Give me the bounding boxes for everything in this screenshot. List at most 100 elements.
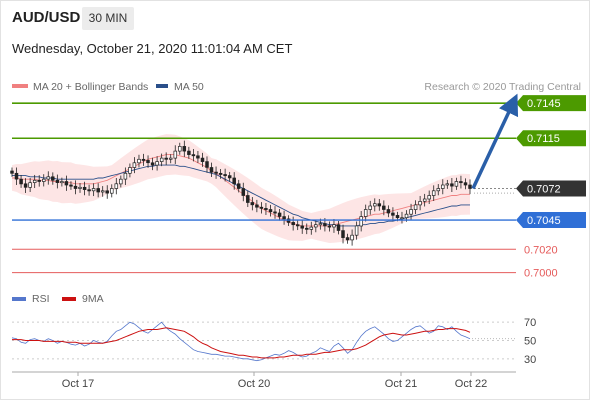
candle-body [345, 237, 350, 241]
candle-body [441, 184, 445, 189]
candle-body [119, 178, 123, 185]
candle-body [354, 225, 359, 236]
candle-body [51, 176, 55, 181]
candle-body [132, 162, 137, 168]
candle-body [69, 184, 73, 187]
candle-body [46, 176, 51, 180]
candle-body [445, 183, 450, 186]
candle-body [223, 174, 227, 177]
legend-rsi-ma-swatch [62, 297, 76, 301]
legend-rsi-label: RSI [32, 293, 50, 305]
candle-body [282, 216, 286, 220]
candle-body [214, 171, 218, 174]
candle-body [273, 211, 277, 214]
candle-body [382, 205, 386, 210]
level-badge [516, 180, 586, 197]
candle-body [431, 190, 436, 196]
candle-body [318, 223, 323, 226]
candle-body [373, 203, 377, 207]
rsi-tick-label: 70 [524, 317, 536, 329]
candle-body [422, 198, 427, 202]
legend-bollinger-swatch [12, 84, 28, 88]
candle-body [450, 183, 454, 187]
legend-rsi-ma-label: 9MA [82, 293, 104, 305]
legend-ma50-swatch [156, 84, 168, 88]
candle-body [427, 195, 431, 200]
candle-body [14, 172, 19, 180]
level-badge [516, 130, 586, 147]
ma20-line [12, 154, 470, 227]
level-label: 0.7020 [524, 244, 558, 256]
candle-body [268, 209, 273, 213]
chart-timestamp: Wednesday, October 21, 2020 11:01:04 AM … [12, 41, 293, 56]
candle-body [73, 185, 78, 189]
candle-body [173, 150, 178, 159]
candle-body [209, 167, 214, 173]
candle-body [413, 204, 418, 210]
candle-body [391, 212, 395, 216]
candle-body [323, 223, 327, 227]
legend-rsi-swatch [12, 297, 26, 301]
candle-body [23, 183, 28, 188]
candle-body [255, 204, 259, 208]
candle-body [295, 224, 300, 227]
bollinger-band-fill [12, 134, 470, 243]
candle-body [463, 182, 468, 186]
candle-body [305, 227, 309, 230]
candle-body [123, 172, 128, 180]
candle-body [19, 178, 23, 185]
candle-body [409, 209, 413, 215]
candle-body [100, 190, 105, 193]
candle-body [309, 226, 314, 230]
candle-body [191, 154, 196, 157]
candle-body [82, 186, 87, 190]
candle-body [114, 183, 119, 189]
candle-body [87, 189, 91, 192]
ma50-line [12, 164, 470, 227]
candle-body [332, 224, 336, 228]
candle-body [196, 155, 200, 159]
candle-body [182, 146, 187, 152]
candle-body [404, 213, 409, 219]
candle-body [436, 188, 441, 192]
symbol-title: AUD/USD [12, 9, 81, 26]
candle-body [386, 209, 391, 214]
candle-body [314, 224, 318, 228]
level-badge [516, 212, 586, 229]
candle-body [250, 202, 255, 206]
candle-body [64, 181, 69, 186]
level-label: 0.7115 [527, 133, 560, 145]
candle-body [128, 167, 132, 174]
candle-body [91, 188, 96, 192]
candle-body [141, 158, 146, 161]
timeframe-badge[interactable]: 30 MIN [82, 7, 134, 30]
candle-body [259, 206, 264, 209]
candle-body [468, 184, 472, 189]
candle-body [232, 177, 236, 185]
candle-body [341, 230, 345, 238]
candle-body [32, 179, 37, 183]
candle-body [277, 212, 282, 217]
candle-body [164, 157, 168, 160]
candle-body [395, 215, 400, 219]
rsi-panel: 70 50 30 [11, 317, 536, 366]
legend-bollinger-label: MA 20 + Bollinger Bands [33, 81, 148, 93]
x-tick-label: Oct 22 [455, 378, 487, 390]
levels-layer: 0.7145 0.7115 0.7072 0.7045 0.7020 0.7000 [12, 93, 586, 280]
candle-body [146, 160, 150, 164]
candle-body [400, 217, 404, 220]
candle-body [187, 150, 191, 155]
candle-body [60, 181, 64, 184]
candle-body [218, 172, 223, 175]
candle-body [459, 181, 463, 184]
candle-body [168, 157, 173, 160]
candle-body [336, 224, 341, 231]
candle-body [150, 162, 155, 166]
candle-body [350, 234, 354, 241]
x-tick-label: Oct 21 [385, 378, 417, 390]
candle-body [291, 222, 295, 226]
candle-body [55, 179, 60, 183]
candle-body [363, 209, 368, 217]
level-label: 0.7045 [527, 215, 561, 227]
